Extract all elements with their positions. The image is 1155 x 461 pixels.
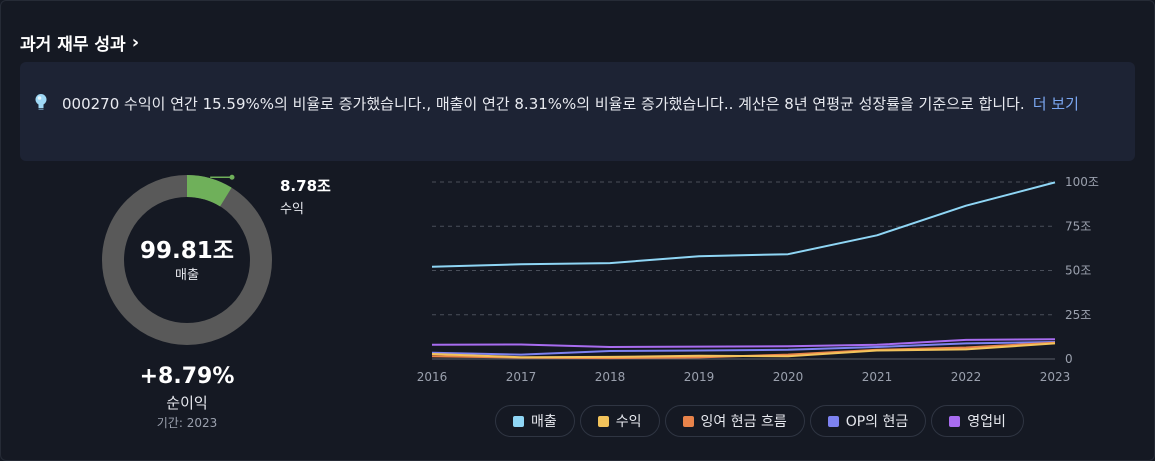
legend-item-1[interactable]: 수익 — [579, 405, 660, 437]
legend-swatch — [682, 415, 694, 427]
x-tick-label: 2019 — [684, 370, 715, 384]
x-tick-label: 2018 — [595, 370, 626, 384]
slice-leader-dot — [229, 174, 235, 180]
growth-value: +8.79% — [139, 364, 235, 389]
x-tick-label: 2021 — [862, 370, 893, 384]
donut-center-value: 99.81조 — [140, 237, 234, 264]
legend-swatch — [513, 415, 524, 427]
growth-period: 기간: 2023 — [156, 416, 218, 430]
section-title[interactable]: 과거 재무 성과 › — [20, 30, 139, 55]
donut-center-label: 매출 — [175, 267, 199, 283]
slice-value: 8.78조 — [280, 177, 331, 195]
donut-chart — [102, 174, 272, 345]
donut-center: 99.81조 매출 — [100, 173, 274, 347]
series-line-3[interactable] — [431, 341, 1056, 356]
legend-label: 잉여 현금 흐름 — [700, 414, 787, 430]
y-tick-label: 75조 — [1065, 219, 1091, 233]
y-tick-label: 25조 — [1065, 308, 1091, 322]
x-tick-label: 2016 — [417, 370, 448, 384]
growth-summary: +8.79% 순이익 기간: 2023 — [100, 362, 274, 432]
legend-label: 영업비 — [967, 414, 1006, 430]
series-line-4[interactable] — [431, 338, 1056, 348]
read-more-link[interactable]: 더 보기 — [1032, 95, 1079, 113]
chevron-right-icon[interactable]: › — [131, 32, 140, 53]
legend-label: 수익 — [615, 414, 642, 430]
legend-item-2[interactable]: 잉여 현금 흐름 — [664, 405, 805, 437]
legend-swatch — [597, 415, 609, 427]
legend-item-4[interactable]: 영업비 — [931, 405, 1024, 437]
legend-label: 매출 — [531, 414, 557, 430]
slice-label: 수익 — [280, 202, 304, 217]
growth-label: 순이익 — [166, 394, 208, 412]
x-tick-label: 2023 — [1040, 370, 1071, 384]
y-tick-label: 100조 — [1065, 175, 1099, 189]
y-tick-label: 0 — [1065, 352, 1073, 366]
y-tick-label: 50조 — [1065, 264, 1091, 278]
line-chart: 2016 2017 2018 2019 2020 2021 2022 2023 100조 75조… — [417, 175, 1099, 384]
section-title-text[interactable]: 과거 재무 성과 — [20, 35, 126, 55]
legend-item-0[interactable]: 매출 — [495, 405, 575, 437]
insight-box: 000270 수익이 연간 15.59%%의 비율로 증가했습니다., 매출이 … — [20, 62, 1135, 161]
lightbulb-icon — [35, 94, 47, 110]
grid-layer — [432, 181, 1055, 360]
series-line-1[interactable] — [431, 342, 1056, 359]
legend-swatch — [827, 415, 839, 427]
series-line-0[interactable] — [431, 181, 1056, 268]
legend-swatch — [949, 415, 961, 427]
x-tick-label: 2022 — [951, 370, 982, 384]
chart-legend: 매출 수익 잉여 현금 흐름 OP의 현금 영업비 — [495, 405, 1024, 437]
x-tick-label: 2020 — [773, 370, 804, 384]
y-axis: 100조 75조 50조 25조 0 — [1065, 175, 1099, 366]
legend-label: OP의 현금 — [845, 414, 909, 430]
donut-slice-earnings[interactable] — [186, 175, 232, 207]
legend-item-3[interactable]: OP의 현금 — [809, 405, 927, 437]
insight-text: 000270 수익이 연간 15.59%%의 비율로 증가했습니다., 매출이 … — [62, 95, 1025, 113]
series-layer — [431, 181, 1056, 360]
x-tick-label: 2017 — [506, 370, 537, 384]
x-axis: 2016 2017 2018 2019 2020 2021 2022 2023 — [417, 370, 1071, 384]
